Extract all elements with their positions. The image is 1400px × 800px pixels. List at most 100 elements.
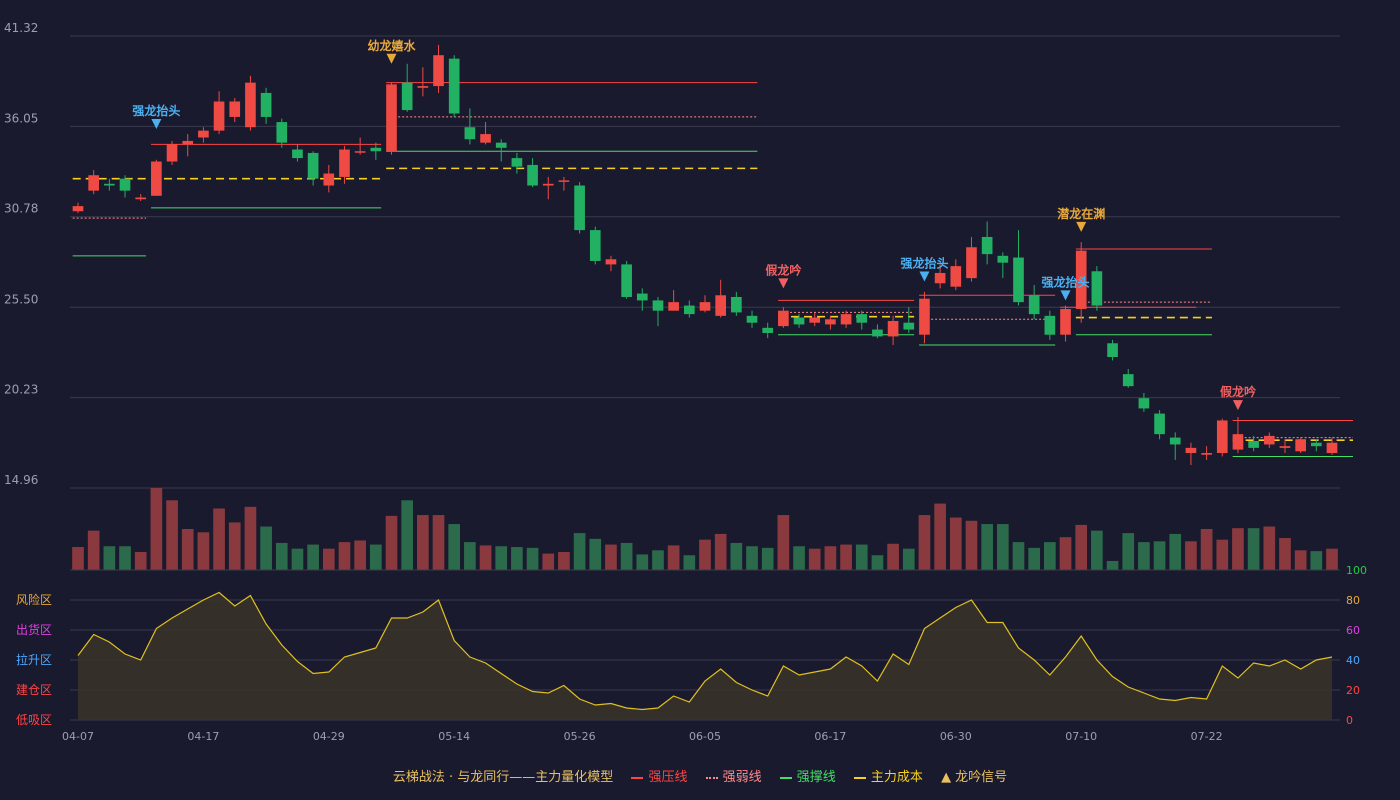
- candle-body: [856, 314, 868, 323]
- volume-bar: [1138, 542, 1150, 570]
- candle: [511, 152, 523, 174]
- signal-marker: 强龙抬头: [900, 256, 948, 282]
- candle: [401, 63, 413, 112]
- volume-bar: [871, 555, 884, 570]
- candle-body: [182, 140, 194, 145]
- volume-bar: [401, 500, 414, 570]
- candle: [464, 108, 476, 145]
- date-tick-label: 05-14: [438, 730, 470, 743]
- candle-body: [1075, 250, 1087, 309]
- candle-body: [809, 317, 821, 323]
- date-tick-label: 04-29: [313, 730, 345, 743]
- candle: [887, 315, 899, 345]
- indicator-tick-label: 80: [1346, 594, 1360, 607]
- candle: [1169, 432, 1181, 460]
- zone-label: 建仓区: [16, 683, 52, 697]
- candle-body: [1107, 343, 1118, 357]
- candle-body: [1279, 446, 1291, 448]
- volume-bar: [996, 524, 1009, 570]
- arrow-down-icon: [386, 53, 397, 64]
- volume-bar: [934, 503, 946, 570]
- candle: [1248, 435, 1259, 452]
- date-tick-label: 05-26: [564, 730, 596, 743]
- candle-body: [668, 302, 679, 311]
- candle-body: [574, 185, 585, 231]
- candle: [636, 288, 648, 311]
- candle-body: [1216, 420, 1228, 454]
- candle: [198, 127, 209, 143]
- signal-marker: 潜龙在渊: [1057, 206, 1105, 232]
- arrow-down-icon: [1060, 290, 1071, 301]
- candle-body: [198, 130, 209, 138]
- volume-bar: [793, 546, 805, 570]
- indicator-line: [77, 591, 1333, 711]
- legend-swatch-main-cost: [853, 776, 866, 779]
- candle: [589, 226, 601, 265]
- candle-body: [825, 319, 836, 325]
- legend-label-weak-line: 强弱线: [722, 770, 762, 785]
- volume-bar: [291, 548, 304, 570]
- date-tick-label: 04-17: [187, 730, 219, 743]
- candle-body: [699, 302, 711, 311]
- volume-bar: [181, 529, 194, 570]
- legend-title: 云梯战法 · 与龙同行——主力量化模型: [392, 770, 614, 785]
- candle: [856, 310, 868, 330]
- volume-bar: [573, 533, 586, 570]
- signal-label: 潜龙在渊: [1057, 206, 1105, 221]
- candle: [276, 118, 288, 148]
- candle-body: [1044, 315, 1056, 335]
- candle-body: [966, 247, 977, 279]
- price-tick-label: 14.96: [4, 473, 38, 487]
- candle: [339, 146, 350, 184]
- candle-body: [433, 55, 444, 87]
- signal-label: 强龙抬头: [132, 103, 180, 118]
- volume-bar: [730, 542, 743, 570]
- candle: [919, 291, 930, 344]
- volume-bar: [840, 544, 852, 570]
- volume-bar: [1247, 528, 1260, 570]
- volume-bar: [1153, 541, 1166, 570]
- candle-body: [1028, 295, 1040, 315]
- candle: [354, 137, 366, 155]
- date-tick-label: 07-22: [1191, 730, 1223, 743]
- volume-bar: [558, 551, 570, 570]
- candle-body: [135, 197, 147, 200]
- candle-body: [1122, 374, 1134, 387]
- candle-body: [1310, 442, 1322, 447]
- candle-body: [464, 127, 476, 140]
- price-tick-label: 41.32: [4, 21, 38, 35]
- candle-body: [88, 175, 100, 191]
- candle-body: [636, 293, 648, 301]
- candle-body: [1248, 441, 1259, 448]
- candle-body: [1201, 453, 1212, 455]
- volume-bar: [620, 542, 633, 570]
- candle-body: [151, 161, 162, 196]
- volume-bar: [542, 553, 555, 570]
- volume-bar: [1044, 542, 1056, 570]
- volume-bar: [1294, 550, 1307, 570]
- candle: [1326, 437, 1338, 455]
- legend-swatch-weak-line: [705, 776, 718, 779]
- candle: [1122, 368, 1134, 388]
- volume-bar: [150, 488, 163, 570]
- candle: [151, 159, 162, 196]
- volume-bar: [1326, 548, 1338, 570]
- candle: [652, 296, 664, 327]
- candle-body: [229, 101, 241, 117]
- candle-body: [997, 255, 1009, 263]
- price-tick-label: 30.78: [4, 202, 38, 216]
- candle-body: [1169, 437, 1181, 445]
- candle: [88, 170, 100, 195]
- candle: [1013, 230, 1024, 306]
- candle: [1310, 439, 1322, 452]
- volume-bar: [322, 548, 335, 570]
- volume-bar: [1185, 541, 1197, 570]
- triangle-icon: ▲: [941, 770, 952, 785]
- volume-bar: [589, 538, 602, 570]
- candle-body: [245, 82, 256, 128]
- zone-label: 风险区: [16, 592, 52, 607]
- candle: [72, 202, 84, 213]
- candle-body: [276, 122, 288, 143]
- volume-bar: [260, 526, 272, 570]
